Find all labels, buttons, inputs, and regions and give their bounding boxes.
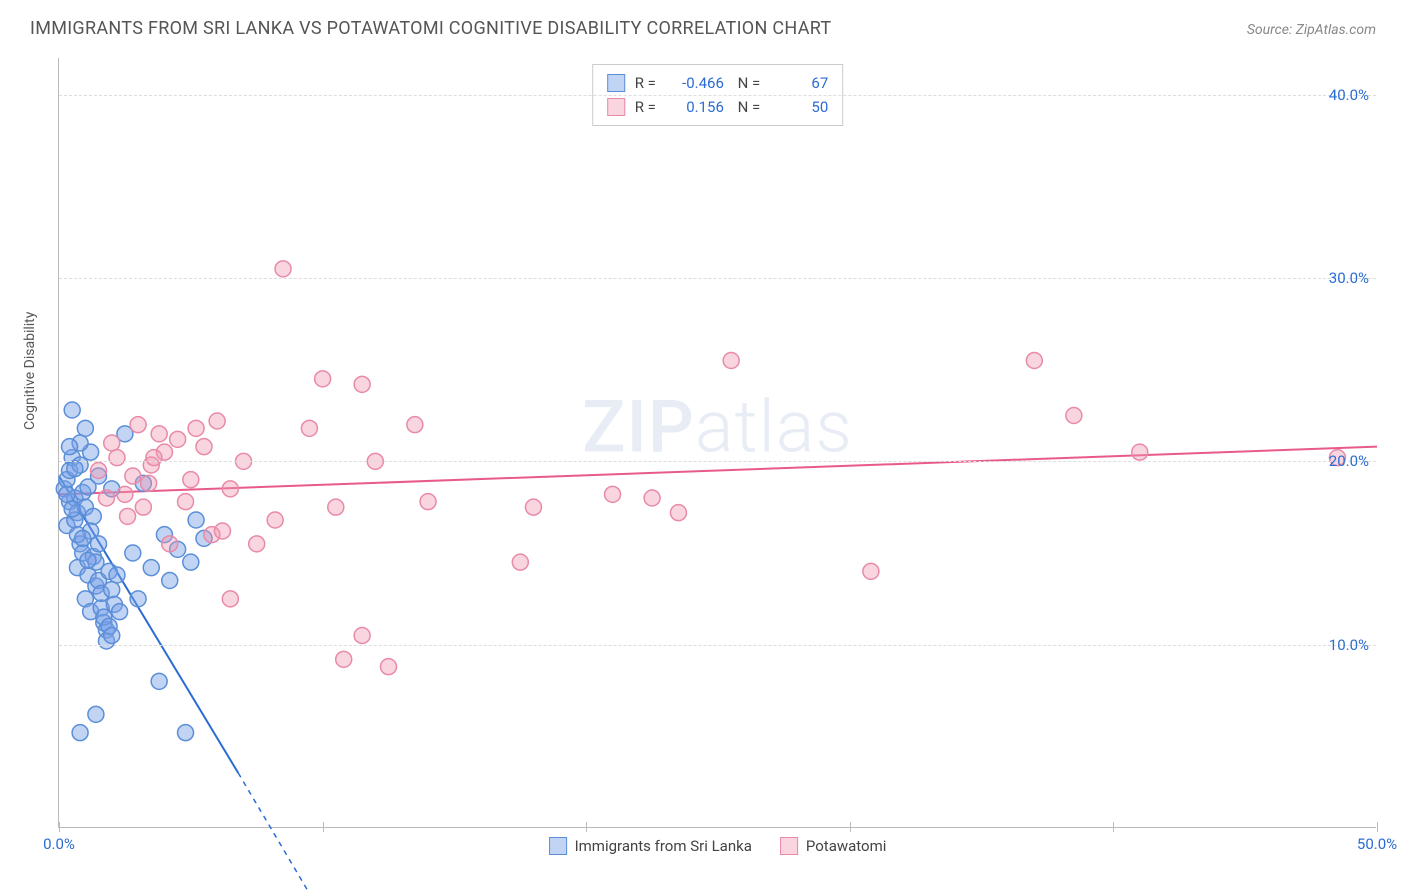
chart-plot-area: ZIPatlas R = -0.466 N = 67 R = 0.156 N =… (58, 58, 1376, 828)
r-label: R = (635, 71, 656, 95)
y-tick-label: 30.0% (1329, 269, 1377, 287)
bottom-legend: Immigrants from Sri Lanka Potawatomi (549, 837, 887, 855)
stats-row: R = 0.156 N = 50 (607, 95, 829, 119)
n-value: 50 (770, 95, 828, 119)
series1-swatch (607, 74, 625, 92)
series2-swatch (607, 98, 625, 116)
legend-item: Immigrants from Sri Lanka (549, 837, 752, 855)
y-tick-label: 20.0% (1329, 452, 1377, 470)
n-value: 67 (770, 71, 828, 95)
legend-label: Potawatomi (806, 837, 887, 855)
y-tick-label: 40.0% (1329, 86, 1377, 104)
series1-swatch (549, 837, 567, 855)
n-label: N = (734, 71, 760, 95)
legend-label: Immigrants from Sri Lanka (575, 837, 752, 855)
y-axis-label: Cognitive Disability (22, 312, 38, 430)
series2-swatch (780, 837, 798, 855)
legend-item: Potawatomi (780, 837, 887, 855)
n-label: N = (734, 95, 760, 119)
chart-title: IMMIGRANTS FROM SRI LANKA VS POTAWATOMI … (30, 18, 831, 39)
r-value: 0.156 (666, 95, 724, 119)
source-attribution: Source: ZipAtlas.com (1247, 22, 1376, 38)
r-value: -0.466 (666, 71, 724, 95)
scatter-plot-svg (59, 58, 1376, 827)
x-tick-label: 50.0% (1357, 835, 1397, 853)
r-label: R = (635, 95, 656, 119)
x-tick-label: 0.0% (43, 835, 75, 853)
stats-row: R = -0.466 N = 67 (607, 71, 829, 95)
y-tick-label: 10.0% (1329, 636, 1377, 654)
